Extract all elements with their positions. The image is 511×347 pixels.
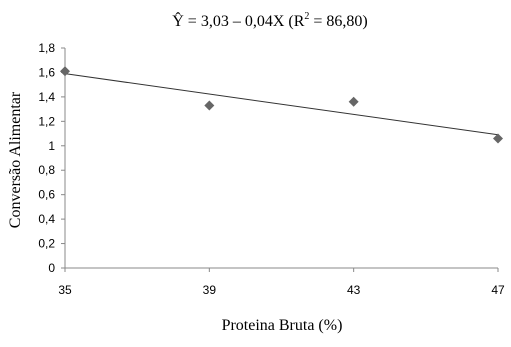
y-tick-label: 1,4 [38, 90, 55, 104]
title-end: = 86,80) [309, 13, 367, 30]
y-tick-label: 0,2 [38, 237, 55, 251]
y-tick-label: 0,8 [38, 163, 55, 177]
y-tick-label: 1,2 [38, 114, 55, 128]
data-point [60, 66, 70, 77]
y-tick-label: 1,8 [38, 41, 55, 55]
y-tick-label: 0 [48, 261, 55, 275]
data-point [493, 133, 503, 144]
x-tick-label: 35 [58, 283, 72, 297]
x-axis-title: Proteina Bruta (%) [222, 317, 343, 334]
title-superscript: 2 [304, 11, 309, 22]
x-tick-label: 47 [491, 283, 505, 297]
y-axis-title: Conversão Alimentar [7, 91, 24, 228]
trendline [64, 73, 499, 136]
data-point [204, 100, 215, 111]
chart-title: Ŷ = 3,03 – 0,04X (R2 = 86,80) [172, 11, 368, 30]
y-tick-label: 0,4 [38, 212, 55, 226]
y-tick-label: 1 [48, 139, 55, 153]
data-point [348, 96, 359, 107]
title-main: Ŷ = 3,03 – 0,04X (R [172, 11, 304, 30]
x-tick-label: 39 [203, 283, 217, 297]
y-tick-label: 0,6 [38, 188, 55, 202]
x-tick-label: 43 [347, 283, 361, 297]
y-tick-label: 1,6 [38, 65, 55, 79]
